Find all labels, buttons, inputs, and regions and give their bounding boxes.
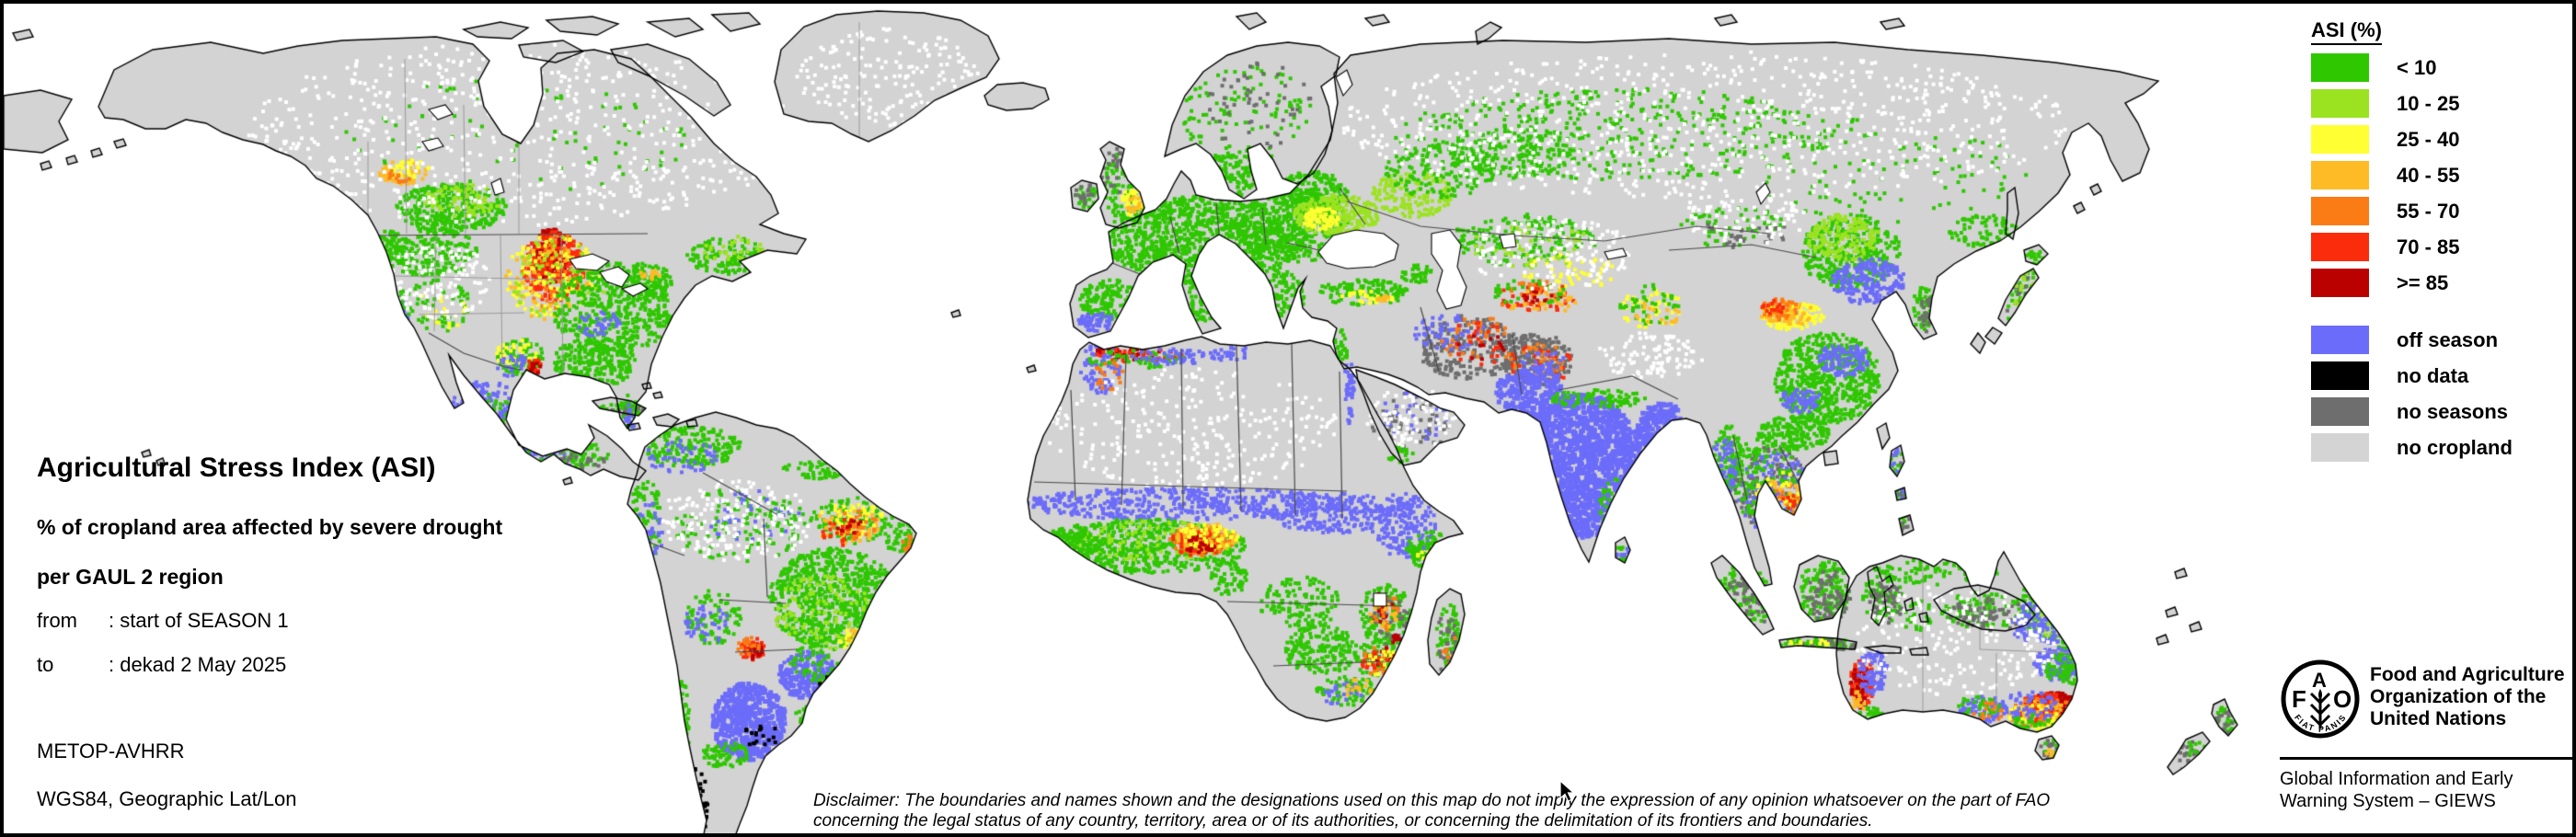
projection-label: WGS84, Geographic Lat/Lon <box>37 787 297 810</box>
legend-class-list: < 10 10 - 25 25 - 40 40 - 55 55 - 70 70 - 85 >… <box>2311 53 2513 297</box>
from-separator: : <box>109 609 115 632</box>
legend-swatch-25_40 <box>2311 125 2369 154</box>
legend-swatch-40_55 <box>2311 161 2369 189</box>
legend-item-label: 70 - 85 <box>2397 235 2460 258</box>
legend-item: no seasons <box>2311 397 2513 426</box>
legend-item: no data <box>2311 361 2513 390</box>
legend-item-label: no data <box>2397 363 2469 387</box>
legend-title: ASI (%) <box>2311 18 2382 45</box>
svg-text:O: O <box>2333 685 2352 713</box>
legend-item-label: 10 - 25 <box>2397 91 2460 115</box>
legend-item: no cropland <box>2311 433 2513 462</box>
giews-line-1: Global Information and Early <box>2280 769 2513 789</box>
map-subtitle-1: % of cropland area affected by severe dr… <box>37 515 503 539</box>
map-subtitle-2: per GAUL 2 region <box>37 565 224 589</box>
legend-swatch-55_70 <box>2311 197 2369 225</box>
legend-item-label: < 10 <box>2397 55 2437 79</box>
legend-swatch-70_85 <box>2311 233 2369 261</box>
legend-item: off season <box>2311 326 2513 354</box>
from-value: start of SEASON 1 <box>120 609 289 632</box>
legend-swatch-no_data <box>2311 361 2369 390</box>
giews-line-2: Warning System – GIEWS <box>2280 791 2496 811</box>
legend-item-label: >= 85 <box>2397 270 2449 294</box>
title-block: Agricultural Stress Index (ASI) % of cro… <box>37 453 502 810</box>
map-title: Agricultural Stress Index (ASI) <box>37 453 436 483</box>
period-to-row: to: dekad 2 May 2025 <box>37 653 286 677</box>
legend-swatch-gte85 <box>2311 269 2369 297</box>
legend-swatch-no_seasons <box>2311 397 2369 426</box>
map-legend: ASI (%) < 10 10 - 25 25 - 40 40 - 55 55 - 70… <box>2311 18 2513 469</box>
to-value: dekad 2 May 2025 <box>120 653 287 676</box>
legend-swatch-10_25 <box>2311 89 2369 118</box>
giews-label: Global Information and Early Warning Sys… <box>2280 768 2572 812</box>
disclaimer-line-2: concerning the legal status of any count… <box>813 811 1873 831</box>
fao-org-line-1: Food and Agriculture <box>2370 664 2565 685</box>
legend-extra-list: off season no data no seasons no cropland <box>2311 326 2513 462</box>
from-label: from <box>37 609 77 632</box>
svg-text:A: A <box>2312 669 2327 692</box>
legend-item: 70 - 85 <box>2311 233 2513 261</box>
legend-item-label: no cropland <box>2397 435 2513 459</box>
legend-item-label: 25 - 40 <box>2397 127 2460 151</box>
legend-item: < 10 <box>2311 53 2513 82</box>
legend-swatch-no_cropland <box>2311 433 2369 462</box>
legend-item: 10 - 25 <box>2311 89 2513 118</box>
disclaimer: Disclaimer: The boundaries and names sho… <box>813 791 2050 831</box>
legend-item: 40 - 55 <box>2311 161 2513 189</box>
svg-text:F: F <box>2292 685 2306 713</box>
fao-giews-block: F A O FIAT PANIS Food and Agriculture Or… <box>2280 659 2572 812</box>
fao-org-line-2: Organization of the <box>2370 686 2547 707</box>
legend-item-label: 55 - 70 <box>2397 199 2460 223</box>
period-from-row: from: start of SEASON 1 <box>37 609 289 633</box>
legend-item: >= 85 <box>2311 269 2513 297</box>
legend-item: 55 - 70 <box>2311 197 2513 225</box>
disclaimer-line-1: Disclaimer: The boundaries and names sho… <box>813 791 2051 810</box>
to-label: to <box>37 653 54 676</box>
legend-item-label: off season <box>2397 327 2499 351</box>
world-map <box>4 4 2572 833</box>
legend-swatch-lt10 <box>2311 53 2369 82</box>
fao-org-name: Food and Agriculture Organization of the… <box>2370 659 2565 730</box>
legend-item-label: 40 - 55 <box>2397 163 2460 187</box>
to-separator: : <box>109 653 115 676</box>
sensor-label: METOP-AVHRR <box>37 740 185 762</box>
legend-item: 25 - 40 <box>2311 125 2513 154</box>
fao-logo-icon: F A O FIAT PANIS <box>2280 659 2361 744</box>
fao-separator <box>2280 757 2572 760</box>
fao-org-line-3: United Nations <box>2370 708 2507 729</box>
legend-item-label: no seasons <box>2397 399 2509 423</box>
mouse-cursor <box>1559 780 1576 802</box>
legend-swatch-off_season <box>2311 326 2369 354</box>
